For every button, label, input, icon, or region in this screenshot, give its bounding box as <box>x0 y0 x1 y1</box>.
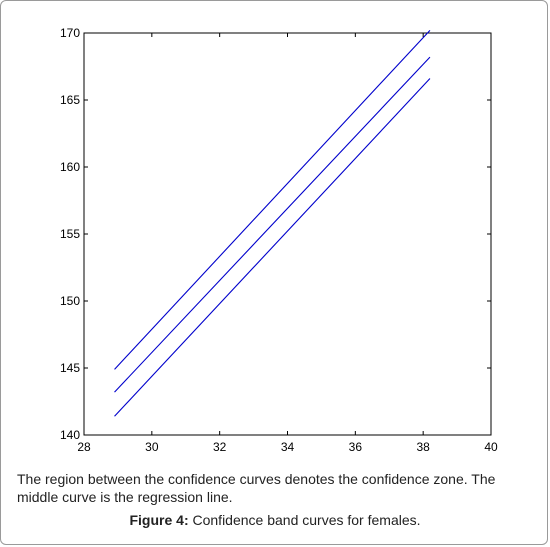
figure-label: Figure 4: <box>129 512 189 528</box>
x-tick-label: 28 <box>77 440 91 454</box>
lower-confidence-line <box>114 78 431 417</box>
caption-description: The region between the confidence curves… <box>17 471 496 505</box>
plot-area: 28 30 32 34 36 38 40 140 145 150 155 160 165 170 <box>60 26 498 454</box>
regression-line <box>114 56 431 393</box>
x-tick-label: 34 <box>281 440 295 454</box>
y-tick-label: 170 <box>60 26 80 40</box>
y-tick-label: 145 <box>60 361 80 375</box>
x-tick-label: 32 <box>213 440 227 454</box>
y-tick-label: 155 <box>60 227 80 241</box>
x-tick-label: 36 <box>349 440 363 454</box>
y-tick-label: 165 <box>60 93 80 107</box>
x-tick-label: 30 <box>145 440 159 454</box>
x-tick-label: 40 <box>484 440 498 454</box>
x-tick-label: 38 <box>416 440 430 454</box>
upper-confidence-line <box>114 29 431 370</box>
figure-caption: Figure 4: Confidence band curves for fem… <box>0 512 550 528</box>
y-tick-label: 140 <box>60 428 80 442</box>
axes-box <box>83 32 492 436</box>
figure-caption-text: Confidence band curves for females. <box>188 512 421 528</box>
y-tick-label: 160 <box>60 160 80 174</box>
confidence-band-chart: 28 30 32 34 36 38 40 140 145 150 155 160 165 170 <box>60 26 498 454</box>
y-tick-label: 150 <box>60 294 80 308</box>
